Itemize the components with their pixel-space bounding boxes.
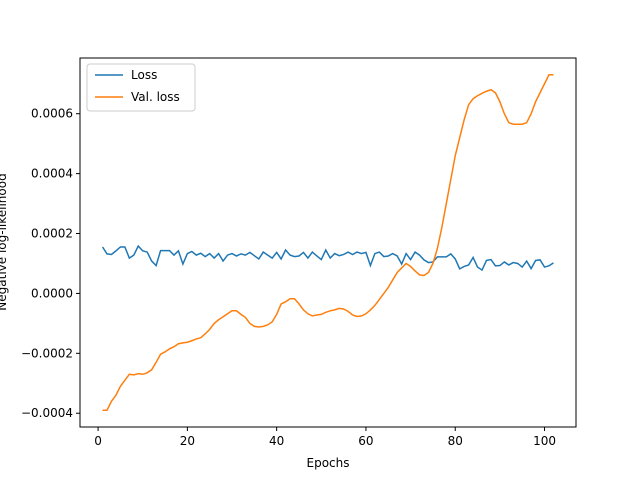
- y-tick-label: 0.0002: [31, 227, 73, 241]
- x-tick-label: 40: [269, 434, 284, 448]
- x-tick-label: 100: [533, 434, 556, 448]
- line-series: [101, 244, 554, 272]
- legend-label: Loss: [131, 68, 157, 82]
- legend-label: Val. loss: [131, 90, 180, 104]
- x-tick-label: 0: [94, 434, 102, 448]
- x-tick-label: 20: [180, 434, 195, 448]
- plot-frame: [79, 57, 577, 428]
- y-tick-label: −0.0002: [21, 346, 73, 360]
- y-axis-label: Negative log-likelihood: [0, 173, 9, 310]
- y-tick-label: 0.0004: [31, 167, 73, 181]
- x-tick-label: 80: [448, 434, 463, 448]
- line-series: [102, 74, 554, 411]
- x-tick-label: 60: [358, 434, 373, 448]
- y-tick-label: −0.0004: [21, 406, 73, 420]
- y-tick-label: 0.0000: [31, 286, 73, 300]
- y-tick-label: 0.0006: [31, 107, 73, 121]
- x-axis-label: Epochs: [307, 456, 350, 470]
